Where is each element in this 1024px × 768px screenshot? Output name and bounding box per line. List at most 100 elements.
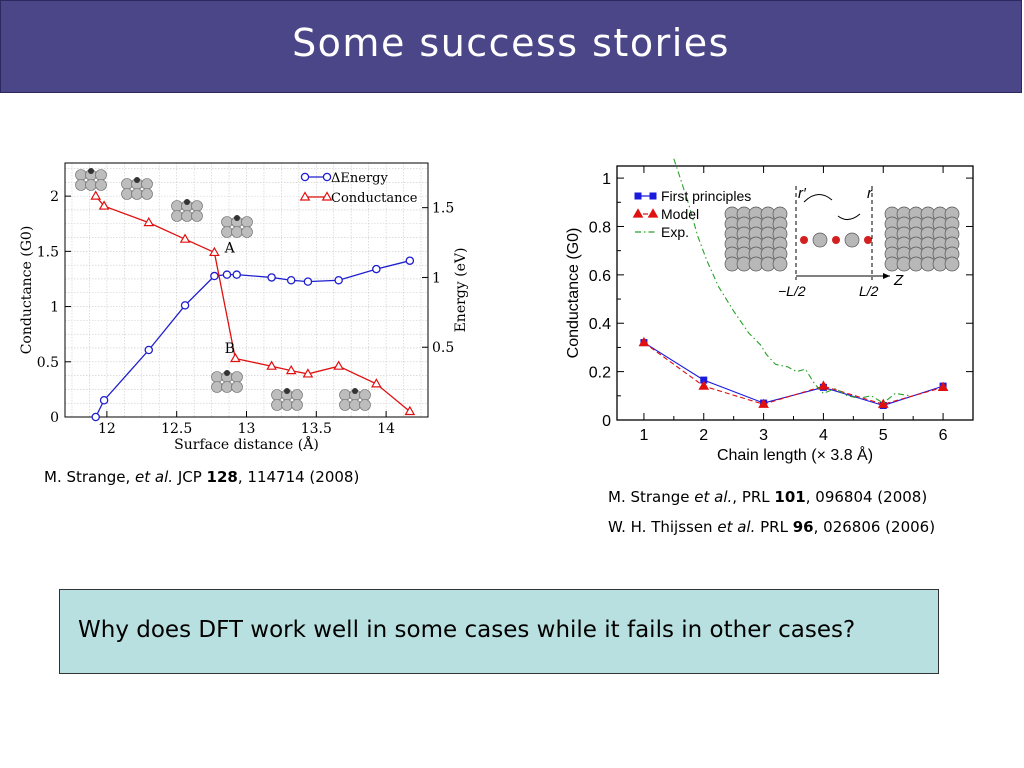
y-tick-label: 0.4 — [589, 316, 611, 333]
data-point — [818, 380, 829, 390]
legend: First principles Model Exp. — [632, 188, 751, 240]
x-tick-label: 1 — [639, 427, 648, 444]
inset-label-z: Z — [893, 272, 904, 289]
question-box: Why does DFT work well in some cases whi… — [59, 589, 939, 674]
inset-label-minus-half: −L/2 — [778, 283, 806, 299]
x-axis-label: Surface distance (Å) — [174, 435, 319, 453]
molecule-atom — [271, 389, 283, 401]
molecule-atom-dark — [224, 370, 230, 376]
molecule-atom — [231, 381, 243, 393]
legend-label: Exp. — [661, 224, 689, 240]
y-axis-label: Conductance (G0) — [565, 228, 582, 359]
chain-atom — [800, 236, 808, 244]
y-tick-label: 0.2 — [589, 365, 611, 382]
data-point — [267, 273, 276, 282]
series-line — [673, 158, 911, 404]
molecule-atom — [191, 200, 203, 212]
molecule-atom — [339, 399, 351, 411]
molecule-atom — [85, 179, 97, 191]
y2-tick-label: 1.5 — [432, 201, 454, 217]
data-point — [90, 190, 102, 200]
data-point — [405, 256, 415, 265]
x-tick-label: 14 — [377, 421, 395, 437]
molecule-atom — [359, 389, 371, 401]
y-tick-label: 0 — [602, 413, 611, 430]
series-line — [95, 195, 411, 412]
molecule-atom — [221, 381, 233, 393]
data-point — [302, 368, 314, 378]
data-point — [179, 233, 191, 243]
arrow-r — [837, 213, 861, 220]
inset-illustration: r′ r −L/2 L/2 Z — [724, 185, 960, 299]
molecule-atom — [271, 399, 283, 411]
legend-label: Conductance — [331, 191, 418, 206]
series-line — [643, 342, 944, 407]
molecule-sketch — [221, 215, 253, 238]
molecule-atom — [231, 371, 243, 383]
molecule-atom — [171, 210, 183, 222]
data-point — [700, 376, 708, 384]
legend-marker — [299, 191, 311, 201]
legend-label: Model — [661, 206, 699, 222]
molecule-atom — [191, 210, 203, 222]
x-tick-label: 13.5 — [301, 421, 332, 437]
molecule-atom — [359, 399, 371, 411]
molecule-atom-dark — [88, 168, 94, 174]
molecule-atom — [231, 226, 243, 238]
chain-atom — [864, 236, 872, 244]
molecule-sketch — [339, 388, 371, 411]
caption-right-2: W. H. Thijssen et al. PRL 96, 026806 (20… — [608, 518, 936, 536]
chart-surface-distance: 12 12.5 13 13.5 14 0 0.5 1 1.5 2 0.5 1 1.5 Surface di… — [19, 162, 469, 453]
y-tick-label: 0 — [50, 410, 59, 426]
data-point — [372, 264, 381, 274]
legend-marker — [634, 192, 642, 200]
data-point — [698, 380, 710, 390]
molecule-illustrations — [75, 168, 371, 411]
legend-marker — [632, 208, 644, 218]
molecule-atom — [339, 389, 351, 401]
legend-marker — [322, 172, 332, 182]
data-point — [285, 364, 297, 375]
data-point — [758, 398, 769, 408]
series-model — [638, 336, 949, 408]
molecule-atom — [171, 200, 183, 212]
molecule-atom — [291, 389, 303, 401]
molecule-atom — [221, 226, 233, 238]
data-point — [232, 270, 241, 279]
data-point — [222, 270, 232, 279]
data-point — [266, 360, 277, 370]
y-tick-label: 0.5 — [37, 355, 59, 371]
molecule-atom — [131, 188, 143, 200]
molecule-atom — [75, 169, 87, 181]
x-tick-label: 3 — [759, 427, 768, 444]
molecule-atom — [291, 399, 303, 411]
series-exp — [673, 158, 911, 404]
data-point — [99, 396, 109, 405]
y-tick-label: 1.5 — [37, 244, 59, 260]
y-axis-label: Conductance (G0) — [19, 226, 35, 355]
electrode-atom — [944, 256, 960, 272]
data-point — [371, 378, 382, 388]
x-axis-label: Chain length (× 3.8 Å) — [717, 445, 873, 464]
molecule-sketch — [121, 177, 153, 200]
molecule-atom-dark — [352, 388, 358, 394]
data-point — [877, 398, 889, 408]
molecule-atom — [121, 188, 133, 200]
inset-label-half: L/2 — [859, 283, 879, 299]
inset-label-r-prime: r′ — [798, 185, 807, 202]
molecule-atom — [241, 226, 253, 238]
data-point — [180, 301, 190, 310]
data-point — [209, 246, 220, 257]
data-point — [144, 345, 154, 355]
molecule-atom — [181, 210, 193, 222]
x-tick-label: 5 — [879, 427, 888, 444]
caption-left: M. Strange, et al. JCP 128, 114714 (2008… — [44, 468, 360, 486]
y-tick-label: 1 — [602, 171, 611, 188]
arrow-r-prime — [803, 194, 833, 203]
data-point — [91, 412, 100, 422]
molecule-atom — [141, 188, 153, 200]
data-point — [937, 381, 949, 391]
chain-atom — [844, 232, 860, 248]
x-tick-label: 13 — [238, 421, 256, 437]
x-tick-label: 12.5 — [161, 421, 192, 437]
